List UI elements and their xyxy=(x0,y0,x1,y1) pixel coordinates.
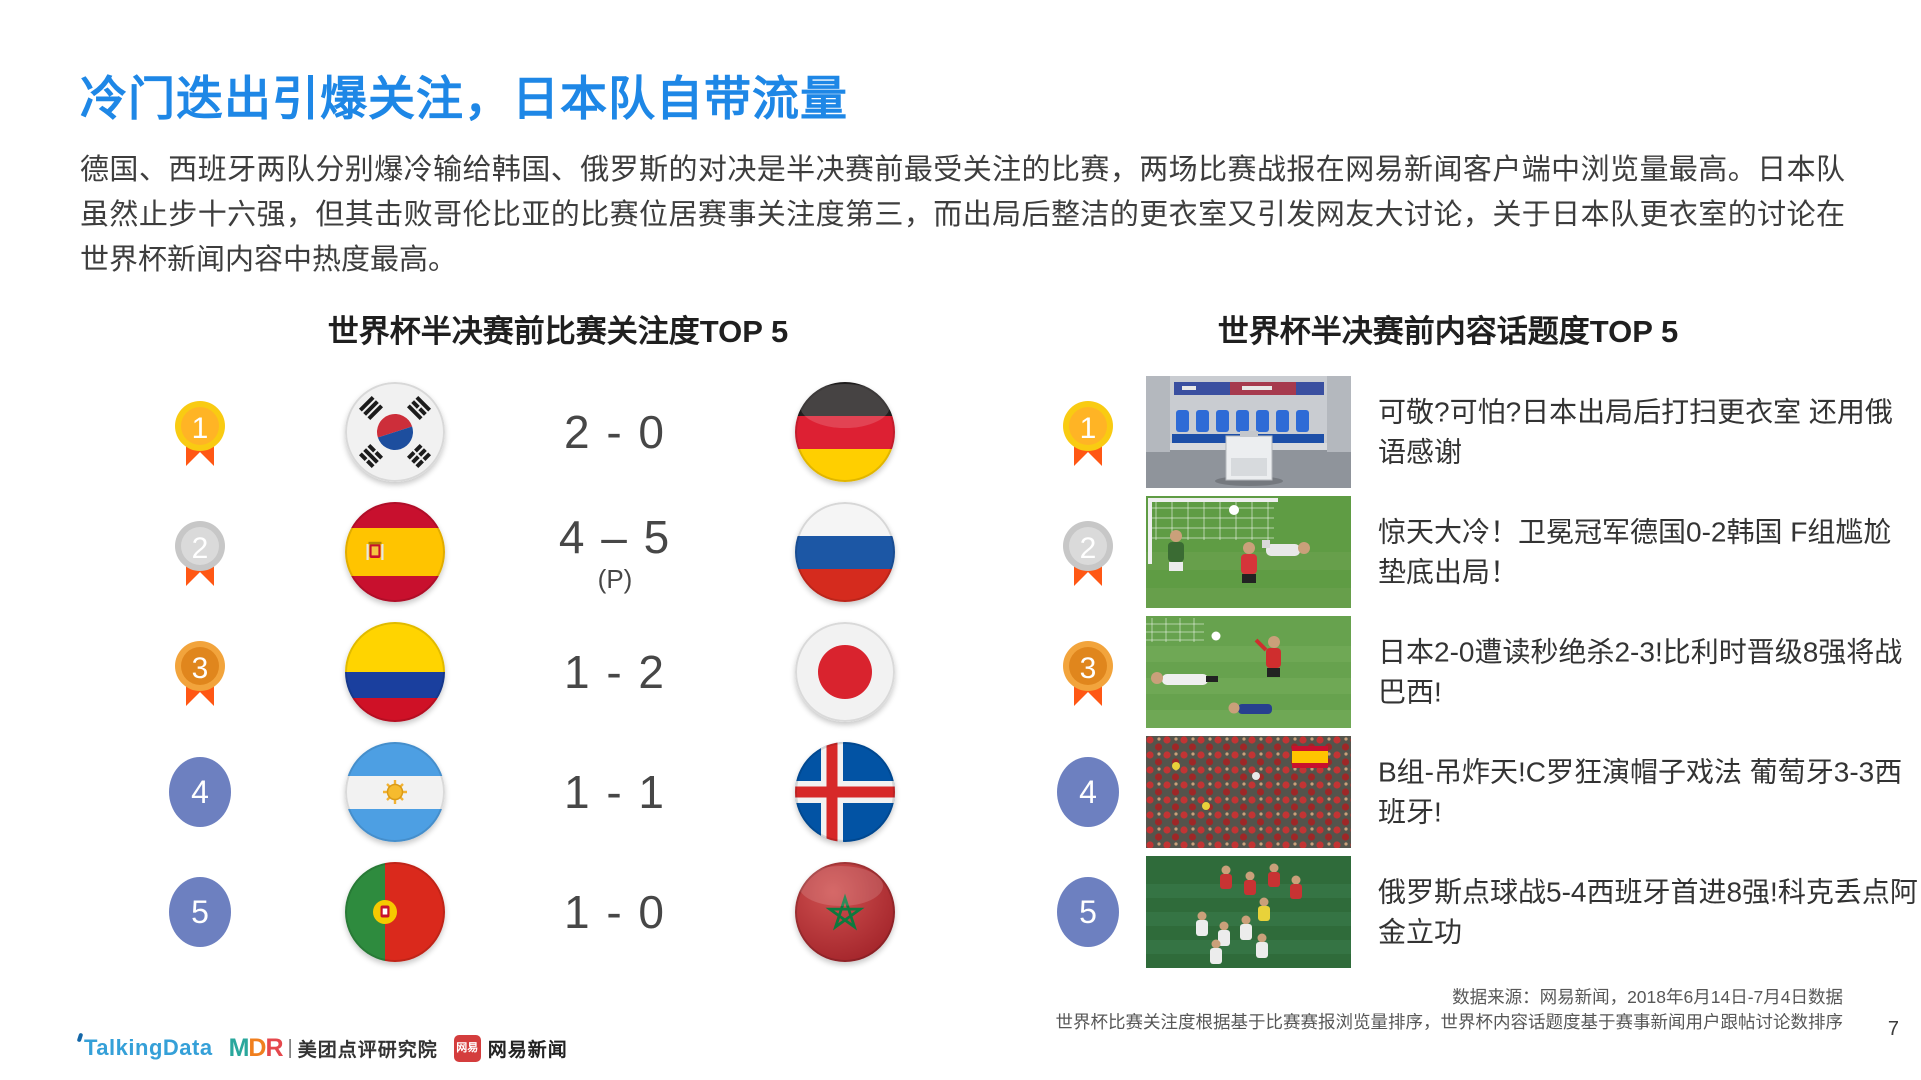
japan-flag-icon xyxy=(795,622,895,722)
rank-number: 1 xyxy=(1079,412,1097,445)
rank-5-badge: 5 xyxy=(1057,877,1119,947)
content-topic-heading: 世界杯半决赛前内容话题度TOP 5 xyxy=(1217,314,1679,349)
topic-row-4: 4 B组-吊炸天!C罗狂演帽子戏法 葡萄牙3-3西班牙! xyxy=(0,732,1921,852)
topic-row-2: 2 惊天大冷！卫冕冠军德国0-2韩国 F组尴尬垫底出局！ xyxy=(0,492,1921,612)
rank-1-medal-icon: 1 xyxy=(1056,398,1120,498)
topic-row-1: 1 可敬?可 xyxy=(0,372,1921,492)
germany-korea-goal-photo xyxy=(1146,496,1351,608)
topic-headline: 惊天大冷！卫冕冠军德国0-2韩国 F组尴尬垫底出局！ xyxy=(1378,516,1892,587)
netease-badge-icon: 网易 xyxy=(453,1034,481,1062)
rank-5-badge: 5 xyxy=(169,877,231,947)
rank-number: 2 xyxy=(191,532,209,565)
ranking-method-note: 世界杯比赛关注度根据基于比赛赛报浏览量排序，世界杯内容话题度基于赛事新闻用户跟帖… xyxy=(1055,1012,1844,1032)
rank-number: 2 xyxy=(1079,532,1097,565)
morocco-flag-icon xyxy=(795,862,895,962)
topic-row-5: 5 俄罗斯点球战5-4西班牙首进8强!科克 xyxy=(0,852,1921,972)
japan-belgium-match-photo xyxy=(1146,616,1351,728)
match-attention-heading: 世界杯半决赛前比赛关注度TOP 5 xyxy=(327,314,789,349)
rank-1-medal-icon: 1 xyxy=(168,398,232,498)
match-row-5: 5 1 - 0 xyxy=(0,852,1921,972)
talkingdata-logo: TalkingData xyxy=(76,1032,213,1061)
topic-row-3: 3 日本2-0遭读秒绝杀2-3!比利时晋级8强将战巴西! xyxy=(0,612,1921,732)
germany-flag-icon xyxy=(795,382,895,482)
russia-flag-icon xyxy=(795,502,895,602)
intro-paragraph: 德国、西班牙两队分别爆冷输给韩国、俄罗斯的对决是半决赛前最受关注的比赛，两场比赛… xyxy=(80,154,1845,277)
topic-headline: 日本2-0遭读秒绝杀2-3!比利时晋级8强将战巴西! xyxy=(1378,636,1903,707)
iceland-flag-icon xyxy=(795,742,895,842)
japan-locker-room-photo xyxy=(1146,376,1351,488)
rank-number: 1 xyxy=(191,412,209,445)
page-number: 7 xyxy=(1887,1018,1899,1040)
netease-news-logo: 网易 网易新闻 xyxy=(453,1034,568,1062)
topic-headline: B组-吊炸天!C罗狂演帽子戏法 葡萄牙3-3西班牙! xyxy=(1378,756,1903,827)
match-score: 1 - 2 xyxy=(563,646,667,698)
data-source-note: 数据来源：网易新闻，2018年6月14日-7月4日数据 xyxy=(1452,987,1843,1007)
rank-number: 3 xyxy=(1079,652,1097,685)
rank-2-medal-icon: 2 xyxy=(168,518,232,618)
rank-3-medal-icon: 3 xyxy=(168,638,232,738)
footer-logos: TalkingData MDR | 美团点评研究院 网易 网易新闻 xyxy=(76,1032,568,1064)
match-score: 1 - 0 xyxy=(563,886,667,938)
russia-spain-celebration-photo xyxy=(1146,856,1351,968)
rank-number: 4 xyxy=(191,773,209,810)
topic-headline: 俄罗斯点球战5-4西班牙首进8强!科克丢点阿金立功 xyxy=(1378,876,1918,947)
rank-4-badge: 4 xyxy=(1057,757,1119,827)
match-row-3: 3 1 - 2 xyxy=(0,612,1921,732)
match-score: 1 - 1 xyxy=(563,766,667,818)
portugal-spain-fans-photo xyxy=(1146,736,1351,848)
rank-number: 5 xyxy=(1079,893,1097,930)
rank-2-medal-icon: 2 xyxy=(1056,518,1120,618)
match-score: 2 - 0 xyxy=(563,406,667,458)
penalty-note: (P) xyxy=(597,563,633,594)
rank-4-badge: 4 xyxy=(169,757,231,827)
page-title: 冷门迭出引爆关注，日本队自带流量 xyxy=(80,72,848,125)
match-row-1: 1 2 - 0 xyxy=(0,372,1921,492)
match-row-4: 4 1 - 1 xyxy=(0,732,1921,852)
talkingdata-tick-icon xyxy=(76,1032,84,1043)
rank-number: 4 xyxy=(1079,773,1097,810)
topic-headline: 可敬?可怕?日本出局后打扫更衣室 还用俄语感谢 xyxy=(1378,396,1893,467)
match-score: 4 – 5 (P) xyxy=(558,510,672,594)
match-row-2: 2 4 – 5 (P) xyxy=(0,492,1921,612)
rank-number: 5 xyxy=(191,893,209,930)
meituan-dianping-research-logo: MDR | 美团点评研究院 xyxy=(228,1033,438,1062)
rank-number: 3 xyxy=(191,652,209,685)
south-korea-flag-icon xyxy=(345,382,445,482)
rank-3-medal-icon: 3 xyxy=(1056,638,1120,738)
